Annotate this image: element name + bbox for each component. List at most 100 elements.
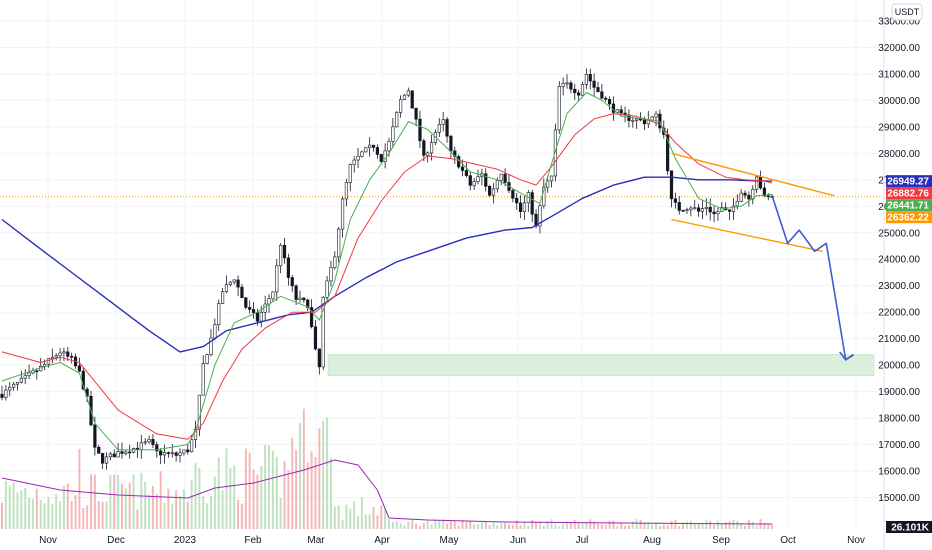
candle-body	[27, 372, 31, 376]
volume-bar	[31, 499, 34, 529]
volume-bar	[585, 522, 588, 529]
candle-body	[604, 97, 608, 100]
candle-body	[356, 155, 360, 161]
volume-bar	[418, 525, 421, 529]
candle-body	[201, 363, 205, 396]
volume-bar	[693, 524, 696, 529]
volume-bar	[59, 501, 62, 529]
volume-bar	[666, 525, 669, 529]
volume-bar	[674, 520, 677, 529]
volume-bar	[477, 524, 480, 529]
volume-bar	[148, 494, 151, 529]
volume-bar	[484, 521, 487, 529]
volume-bar	[515, 520, 518, 529]
candle-body	[151, 439, 155, 445]
y-tick-label: 15000.00	[878, 493, 920, 504]
candle-body	[472, 181, 476, 186]
volume-bar	[217, 457, 220, 529]
volume-bar	[291, 437, 294, 529]
volume-bar	[395, 520, 398, 529]
candle-body	[368, 144, 372, 148]
volume-bar	[78, 449, 81, 529]
x-tick-label: Jul	[576, 535, 589, 546]
x-tick-label: Jun	[510, 535, 526, 546]
candle-body	[19, 377, 23, 383]
candle-body	[8, 386, 12, 391]
volume-bar	[446, 523, 449, 529]
candle-body	[340, 198, 345, 230]
candle-body	[484, 173, 488, 187]
candle-body	[162, 452, 167, 456]
candle-body	[364, 147, 368, 153]
volume-bar	[376, 515, 379, 529]
price-tag-label: 26882.76	[887, 189, 929, 200]
candle-body	[399, 99, 403, 113]
volume-bar	[403, 525, 406, 529]
candle-body	[120, 451, 124, 454]
candle-body	[271, 291, 275, 299]
candle-body	[402, 94, 407, 100]
volume-bar	[713, 524, 716, 529]
candle-body	[42, 363, 47, 367]
support-zone[interactable]	[327, 354, 875, 376]
candle-body	[279, 244, 283, 267]
volume-bar	[225, 448, 228, 529]
volume-bar	[620, 522, 623, 529]
volume-bar	[678, 525, 681, 529]
candle-body	[592, 80, 596, 88]
candle-body	[460, 166, 465, 171]
volume-bar	[415, 523, 418, 529]
x-tick-label: Feb	[244, 535, 262, 546]
candle-body	[607, 99, 612, 105]
volume-bar	[616, 525, 619, 529]
candle-body	[50, 356, 54, 359]
candle-body	[360, 151, 364, 157]
candle-body	[700, 208, 705, 212]
volume-bar	[295, 450, 298, 529]
volume-bar	[163, 503, 166, 529]
candle-body	[515, 197, 519, 204]
volume-bar	[701, 523, 704, 529]
volume-bar	[596, 523, 599, 529]
candle-body	[615, 109, 619, 113]
candle-body	[518, 202, 523, 212]
volume-bar	[318, 428, 321, 529]
volume-bar	[93, 474, 96, 529]
currency-button[interactable]: USDT	[891, 3, 923, 21]
volume-bar	[670, 520, 673, 529]
volume-bar	[612, 520, 615, 529]
candle-body	[104, 456, 109, 464]
volume-bar	[190, 480, 193, 529]
volume-bar	[86, 505, 89, 529]
volume-bar	[542, 525, 545, 529]
volume-bar	[569, 522, 572, 529]
volume-bar	[209, 495, 212, 529]
candle-body	[344, 182, 349, 200]
volume-bar	[326, 417, 329, 529]
volume-bar	[639, 519, 642, 529]
candle-body	[565, 82, 569, 85]
volume-bar	[562, 523, 565, 529]
volume-bar	[554, 524, 557, 529]
volume-bar	[151, 486, 154, 529]
candle-body	[406, 90, 410, 96]
volume-bar	[492, 521, 495, 529]
trendline-drawings[interactable]	[671, 152, 855, 361]
x-tick-label: Aug	[643, 535, 661, 546]
projection-path	[771, 195, 854, 361]
candle-body	[197, 394, 201, 430]
candle-body	[70, 355, 74, 358]
volume-bar	[132, 474, 135, 529]
candle-body	[549, 175, 554, 182]
candle-body	[553, 129, 558, 177]
volume-bar	[353, 501, 356, 529]
candle-body	[395, 112, 399, 128]
candle-body	[236, 279, 240, 288]
volume-bar	[97, 501, 100, 529]
volume-bar	[109, 475, 112, 529]
volume-bar	[82, 507, 85, 529]
candle-body	[124, 451, 128, 454]
volume-bar	[213, 476, 216, 529]
candle-body	[666, 134, 670, 172]
